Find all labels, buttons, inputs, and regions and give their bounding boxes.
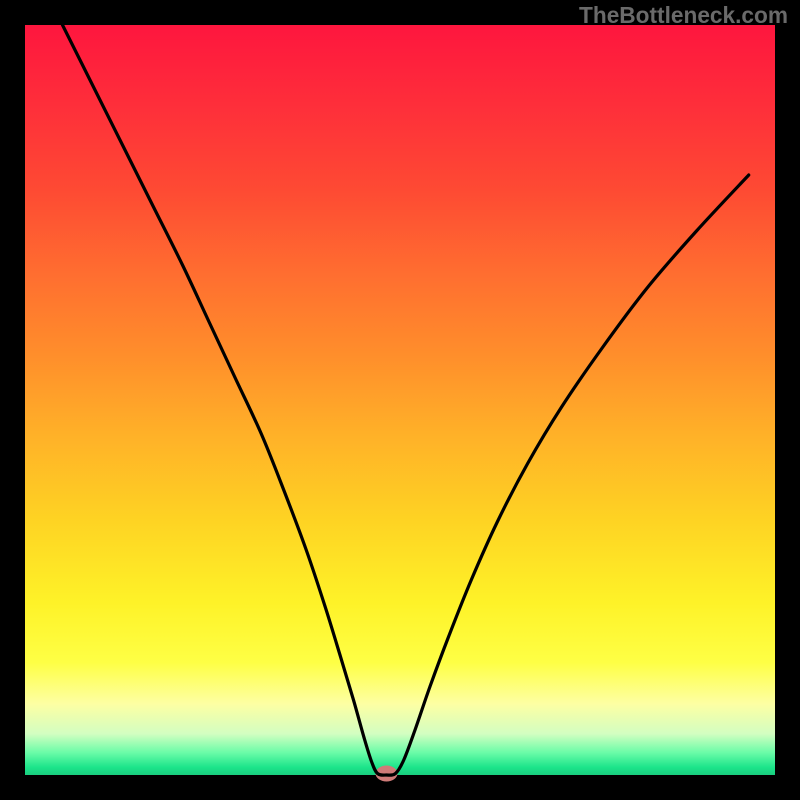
watermark-text: TheBottleneck.com bbox=[579, 2, 788, 29]
plot-background bbox=[25, 25, 775, 775]
bottleneck-chart bbox=[0, 0, 800, 800]
